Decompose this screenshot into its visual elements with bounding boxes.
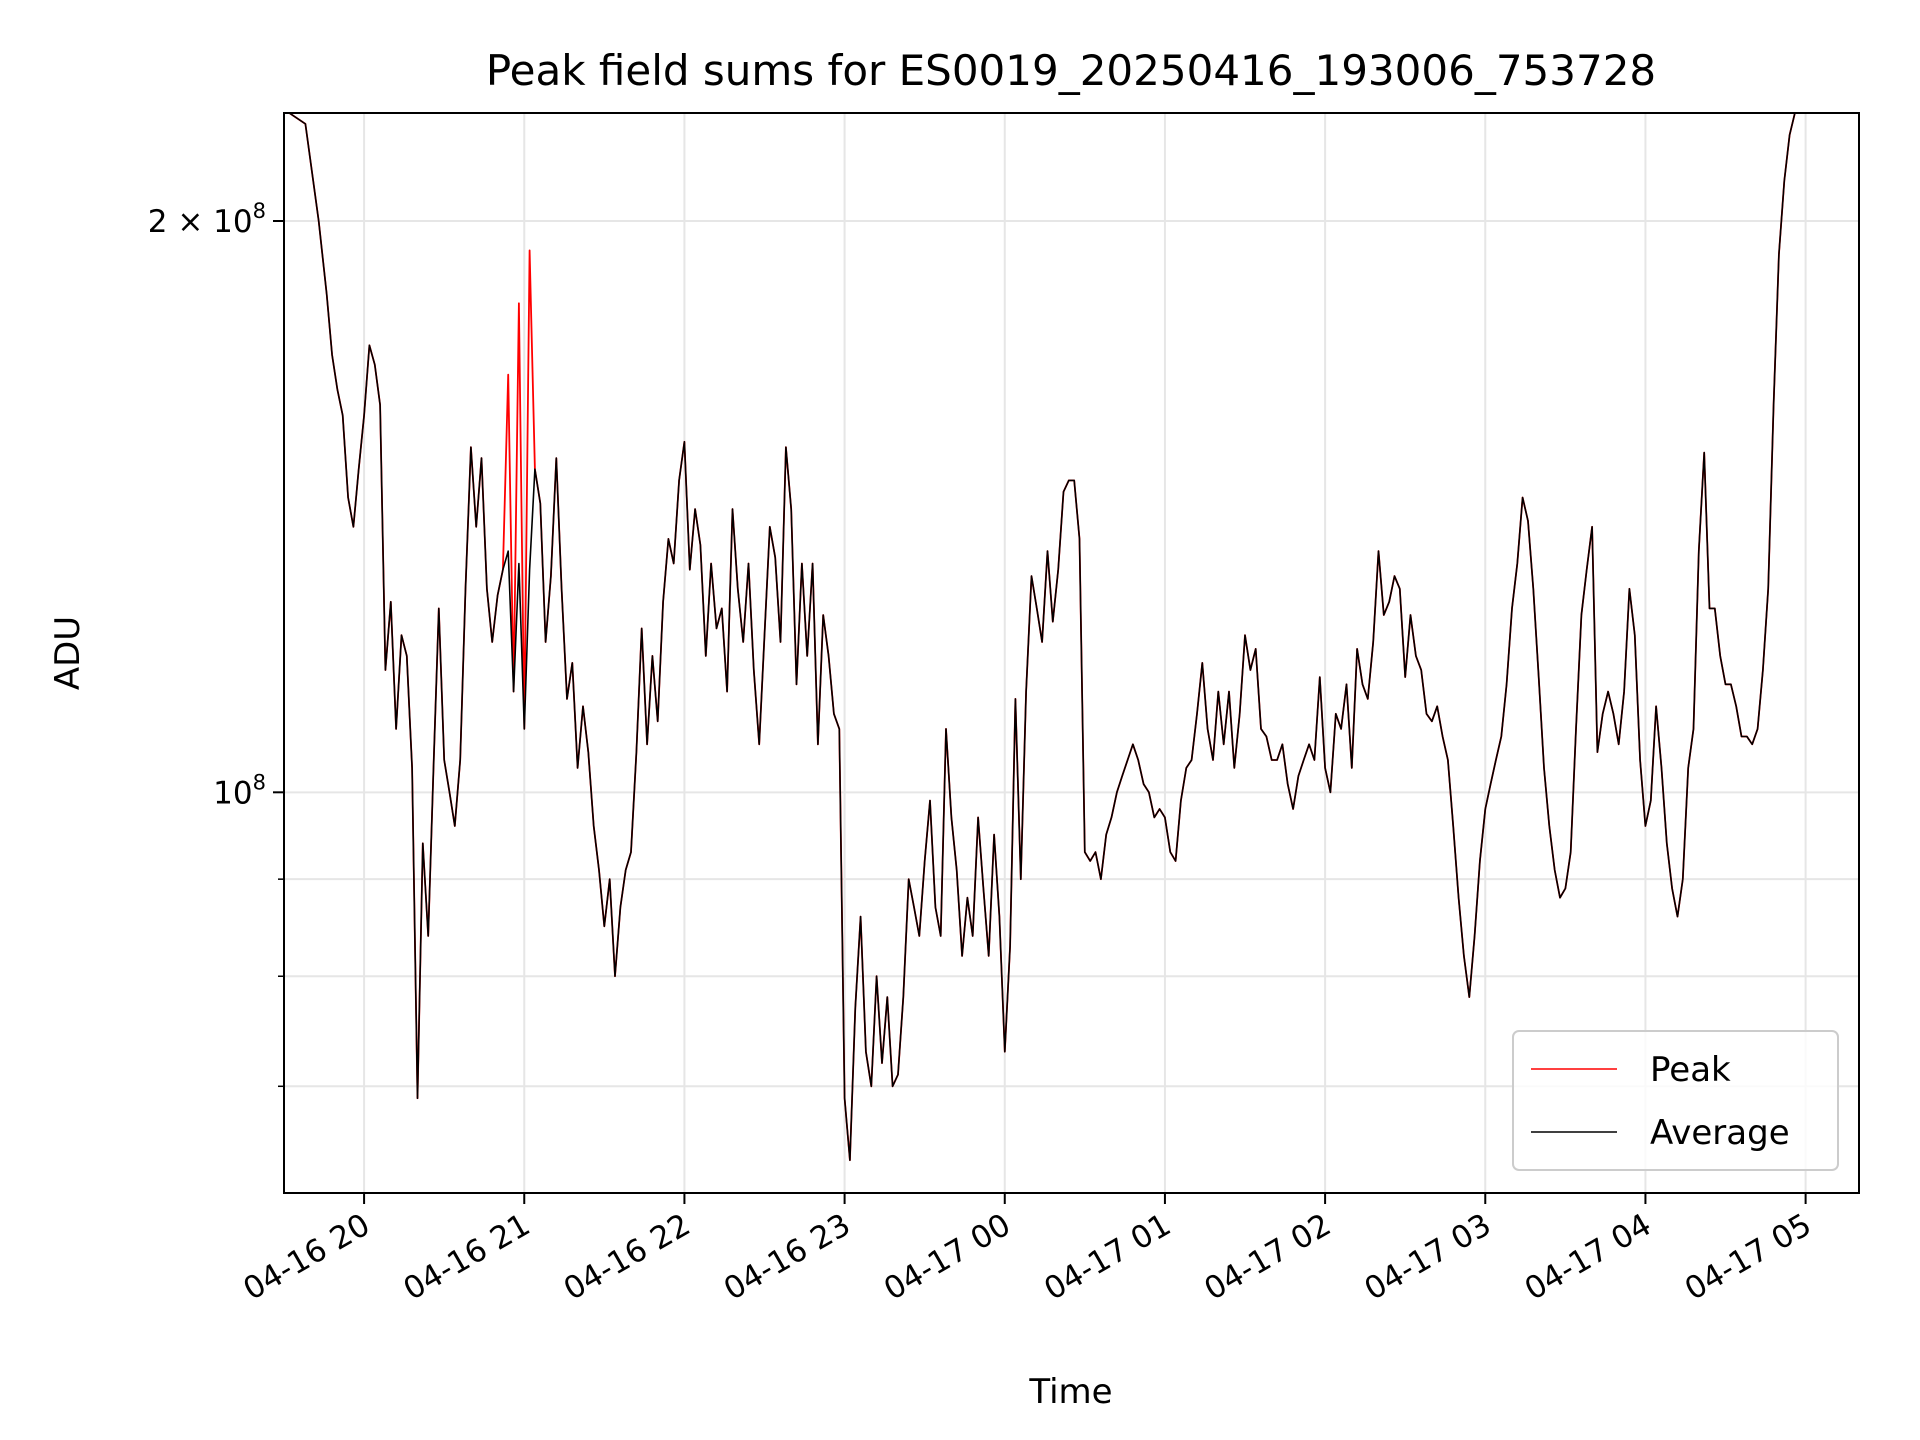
y-tick-mantissa: 2 × bbox=[148, 204, 213, 240]
legend-peak-label: Peak bbox=[1650, 1050, 1731, 1090]
y-tick-label: 2 × 108 bbox=[148, 199, 266, 240]
y-tick-label: 108 bbox=[213, 770, 266, 811]
y-tick-exponent: 8 bbox=[253, 770, 266, 794]
legend: Peak Average bbox=[1512, 1030, 1839, 1171]
y-tick-exponent: 8 bbox=[253, 199, 266, 223]
chart-title: Peak field sums for ES0019_20250416_1930… bbox=[486, 46, 1656, 95]
y-tick-base: 10 bbox=[213, 204, 252, 240]
y-tick-base: 10 bbox=[213, 775, 252, 811]
legend-average-label: Average bbox=[1650, 1113, 1790, 1153]
x-axis-label: Time bbox=[1028, 1372, 1112, 1412]
grid bbox=[284, 113, 1859, 1193]
series-layer bbox=[288, 113, 1806, 1162]
series-line-average bbox=[288, 113, 1806, 1161]
plot-frame bbox=[283, 112, 1860, 1194]
legend-box bbox=[1512, 1030, 1839, 1171]
y-axis-label: ADU bbox=[48, 616, 88, 690]
